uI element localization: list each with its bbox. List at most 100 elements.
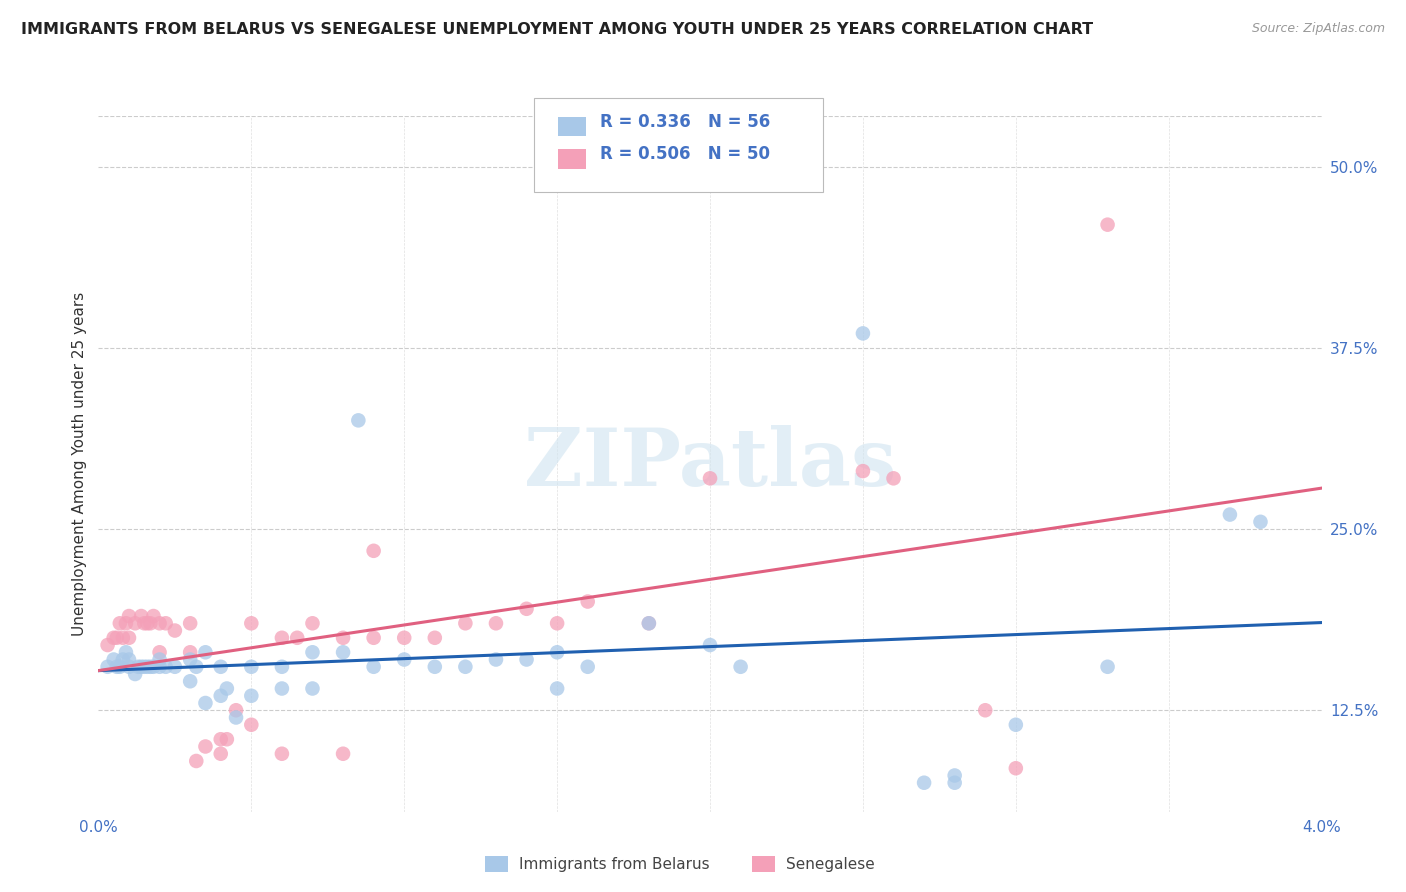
Point xyxy=(209,689,232,703)
Text: ZIPatlas: ZIPatlas xyxy=(524,425,896,503)
Point xyxy=(115,616,138,631)
Point xyxy=(134,660,156,674)
Text: Senegalese: Senegalese xyxy=(786,857,875,871)
Point xyxy=(363,631,385,645)
Point xyxy=(943,768,966,782)
Point xyxy=(194,645,217,659)
Point xyxy=(516,602,538,616)
Point xyxy=(546,616,568,631)
Point xyxy=(97,660,120,674)
Point xyxy=(301,616,323,631)
Point xyxy=(270,747,294,761)
Point xyxy=(240,717,263,731)
Point xyxy=(103,631,125,645)
Point xyxy=(1004,761,1026,775)
Point xyxy=(108,660,131,674)
Point xyxy=(485,616,508,631)
Point xyxy=(883,471,905,485)
Point xyxy=(347,413,370,427)
Point xyxy=(142,660,165,674)
Point xyxy=(270,631,294,645)
Point xyxy=(149,645,172,659)
Point xyxy=(225,703,247,717)
Point xyxy=(215,732,238,747)
Point xyxy=(124,667,146,681)
Point xyxy=(163,624,186,638)
Y-axis label: Unemployment Among Youth under 25 years: Unemployment Among Youth under 25 years xyxy=(72,292,87,636)
Point xyxy=(332,631,354,645)
Point xyxy=(142,609,165,624)
Point xyxy=(118,660,141,674)
Point xyxy=(423,631,446,645)
Point xyxy=(111,631,134,645)
Point xyxy=(149,616,172,631)
Point xyxy=(209,747,232,761)
Point xyxy=(115,645,138,659)
Point xyxy=(139,616,162,631)
Point xyxy=(270,681,294,696)
Point xyxy=(118,652,141,666)
Text: IMMIGRANTS FROM BELARUS VS SENEGALESE UNEMPLOYMENT AMONG YOUTH UNDER 25 YEARS CO: IMMIGRANTS FROM BELARUS VS SENEGALESE UN… xyxy=(21,22,1094,37)
Point xyxy=(576,594,599,608)
Point xyxy=(363,544,385,558)
Point xyxy=(392,631,416,645)
Point xyxy=(155,660,177,674)
Point xyxy=(637,616,661,631)
Point xyxy=(215,681,238,696)
Point xyxy=(301,645,323,659)
Point xyxy=(136,660,159,674)
Point xyxy=(186,660,208,674)
Point xyxy=(852,326,875,341)
Point xyxy=(149,660,172,674)
Point xyxy=(240,689,263,703)
Point xyxy=(209,660,232,674)
Text: Source: ZipAtlas.com: Source: ZipAtlas.com xyxy=(1251,22,1385,36)
Point xyxy=(149,652,172,666)
Text: R = 0.336   N = 56: R = 0.336 N = 56 xyxy=(600,113,770,131)
Point xyxy=(179,616,201,631)
Point xyxy=(270,660,294,674)
Point xyxy=(127,660,149,674)
Point xyxy=(516,652,538,666)
Point xyxy=(332,747,354,761)
Point xyxy=(209,732,232,747)
Point xyxy=(129,609,152,624)
Point xyxy=(108,616,131,631)
Point xyxy=(1219,508,1241,522)
Point xyxy=(699,638,721,652)
Point xyxy=(332,645,354,659)
Point xyxy=(194,739,217,754)
Point xyxy=(730,660,752,674)
Point xyxy=(103,652,125,666)
Point xyxy=(124,616,146,631)
Point xyxy=(1249,515,1271,529)
Point xyxy=(179,674,201,689)
Point xyxy=(1097,218,1119,232)
Point xyxy=(111,652,134,666)
Point xyxy=(136,616,159,631)
Point xyxy=(134,616,156,631)
Point xyxy=(546,645,568,659)
Point xyxy=(155,616,177,631)
Point xyxy=(485,652,508,666)
Point xyxy=(1004,717,1026,731)
Point xyxy=(194,696,217,710)
Point xyxy=(285,631,308,645)
Point xyxy=(392,652,416,666)
Point xyxy=(105,631,128,645)
Point xyxy=(240,660,263,674)
Point xyxy=(225,710,247,724)
Point xyxy=(454,616,477,631)
Point xyxy=(163,660,186,674)
Point xyxy=(943,775,966,790)
Point xyxy=(363,660,385,674)
Point xyxy=(852,464,875,478)
Point xyxy=(105,660,128,674)
Point xyxy=(912,775,935,790)
Point xyxy=(118,631,141,645)
Point xyxy=(139,660,162,674)
Point xyxy=(576,660,599,674)
Point xyxy=(179,645,201,659)
Point xyxy=(186,754,208,768)
Point xyxy=(974,703,997,717)
